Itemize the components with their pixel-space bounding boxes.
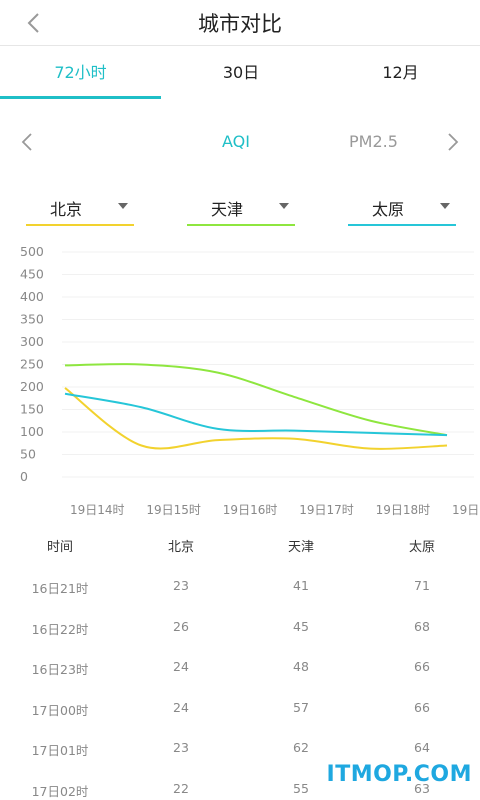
- city-select-2[interactable]: 天津: [187, 190, 295, 226]
- y-tick-label: 150: [20, 402, 44, 417]
- column-header-city-2: 天津: [287, 540, 314, 555]
- series-line-2: [64, 363, 448, 437]
- cell-time: 16日23时: [31, 662, 89, 678]
- cell-time: 17日00时: [31, 702, 89, 718]
- cell-value: 45: [293, 618, 309, 634]
- table-row: 17日01时 23 62 64: [0, 730, 480, 771]
- city-select-3[interactable]: 太原: [348, 190, 456, 226]
- x-tick-label: 19日16时: [223, 503, 278, 517]
- column-header-city-1: 北京: [167, 540, 194, 555]
- series-line-3: [64, 392, 448, 437]
- cell-value: 64: [414, 740, 430, 756]
- cell-value: 62: [293, 740, 309, 756]
- data-table: 16日21时 23 41 71 16日22时 26 45 68 16日23时 2…: [0, 568, 480, 800]
- app-header: 城市对比: [0, 0, 480, 46]
- cell-value: 68: [414, 618, 430, 634]
- chevron-right-icon[interactable]: [442, 130, 462, 154]
- tab-72-hours[interactable]: 72小时: [54, 63, 107, 82]
- table-row: 17日00时 24 57 66: [0, 690, 480, 731]
- table-row: 16日22时 26 45 68: [0, 609, 480, 650]
- back-arrow-icon[interactable]: [22, 10, 48, 36]
- column-header-time: 时间: [46, 540, 73, 555]
- aqi-line-chart: 0 50 100 150 200 250 300 350 400 450 500 19日14时 19日1…: [0, 240, 480, 530]
- chart-canvas: 0 50 100 150 200 250 300 350 400 450 500 19日14时 19日1…: [20, 244, 480, 517]
- x-tick-label: 19日17时: [299, 503, 354, 517]
- cell-value: 24: [173, 659, 189, 675]
- table-row: 17日02时 22 55 63: [0, 771, 480, 800]
- cell-value: 55: [293, 780, 309, 796]
- dropdown-caret-icon: [118, 203, 128, 209]
- tab-30-days[interactable]: 30日: [222, 63, 260, 82]
- x-tick-label: 19日14时: [70, 503, 125, 517]
- y-tick-label: 300: [20, 334, 44, 349]
- y-tick-label: 250: [20, 357, 44, 372]
- cell-time: 16日21时: [31, 581, 89, 596]
- cell-value: 71: [414, 578, 430, 593]
- y-tick-label: 500: [20, 244, 44, 259]
- chevron-left-icon[interactable]: [18, 130, 38, 154]
- table-row: 16日23时 24 48 66: [0, 649, 480, 690]
- city-name: 北京: [50, 200, 83, 219]
- y-tick-label: 200: [20, 379, 44, 394]
- cell-time: 17日02时: [31, 783, 89, 799]
- cell-value: 24: [173, 699, 189, 715]
- city-select-1[interactable]: 北京: [26, 190, 134, 226]
- x-tick-label: 19日18时: [376, 503, 431, 517]
- tab-12-months[interactable]: 12月: [382, 63, 419, 82]
- active-tab-indicator: [0, 96, 161, 99]
- cell-value: 26: [173, 618, 189, 634]
- cell-value: 63: [414, 780, 430, 796]
- table-row: 16日21时 23 41 71: [0, 568, 480, 609]
- cell-value: 57: [293, 699, 309, 715]
- cell-value: 48: [293, 659, 309, 675]
- dropdown-caret-icon: [440, 203, 450, 209]
- dropdown-caret-icon: [279, 203, 289, 209]
- time-range-tabs: 72小时 30日 12月: [0, 47, 480, 99]
- table-header: 时间 北京 天津 太原: [0, 536, 480, 560]
- metric-switcher: AQI PM2.5: [0, 122, 480, 162]
- cell-value: 23: [173, 578, 189, 593]
- metric-pm25[interactable]: PM2.5: [349, 132, 398, 151]
- page-title: 城市对比: [198, 12, 282, 36]
- series-line-1: [64, 387, 448, 450]
- city-name: 天津: [211, 200, 244, 219]
- cell-value: 22: [173, 780, 189, 796]
- y-tick-label: 100: [20, 424, 44, 439]
- cell-value: 23: [173, 740, 189, 756]
- y-tick-label: 50: [20, 447, 36, 462]
- y-tick-label: 350: [20, 312, 44, 327]
- cell-value: 66: [414, 659, 430, 675]
- cell-time: 17日01时: [31, 743, 89, 759]
- site-watermark: ITMOP.COM: [326, 762, 472, 787]
- metric-aqi[interactable]: AQI: [222, 132, 250, 151]
- city-name: 太原: [372, 200, 405, 219]
- x-tick-label: 19日15时: [146, 503, 201, 517]
- cell-value: 41: [293, 578, 309, 593]
- cell-value: 66: [414, 699, 430, 715]
- y-tick-label: 400: [20, 289, 44, 304]
- x-tick-label: 19日19时: [452, 503, 480, 517]
- cell-time: 16日22时: [31, 621, 89, 637]
- column-header-city-3: 太原: [408, 540, 435, 555]
- y-tick-label: 450: [20, 267, 44, 282]
- y-tick-label: 0: [20, 469, 28, 484]
